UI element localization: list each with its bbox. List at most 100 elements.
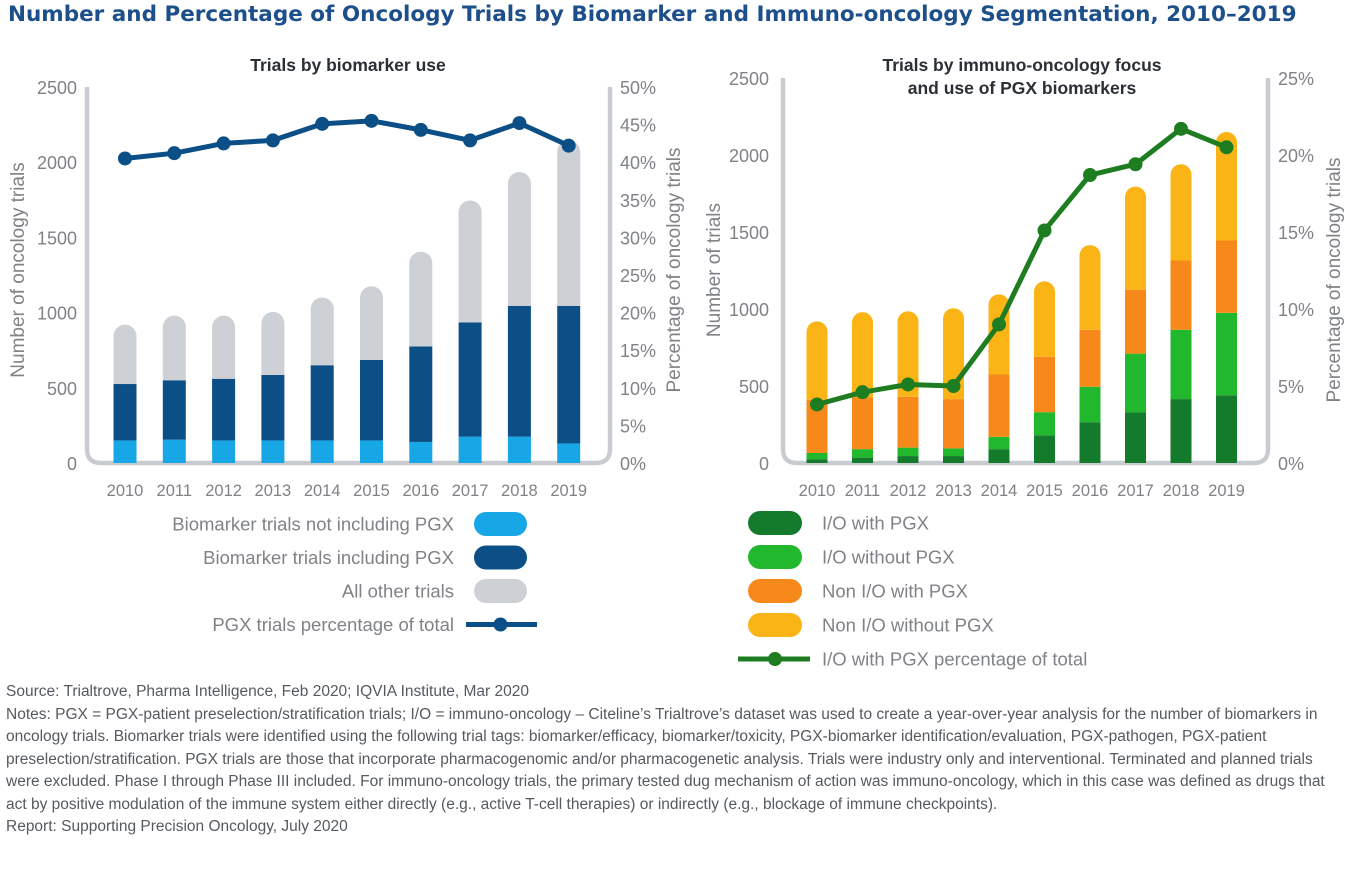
bar-segment <box>943 399 964 449</box>
bar-segment <box>409 441 433 463</box>
y2-tick-label: 20% <box>620 304 656 324</box>
legend-label: I/O without PGX <box>822 547 955 568</box>
x-tick-label: 2015 <box>353 482 390 500</box>
line-point <box>855 385 870 400</box>
bar-segment <box>162 380 186 440</box>
bar-segment <box>113 324 137 385</box>
legend-label: All other trials <box>342 581 454 602</box>
line-point <box>1174 121 1188 136</box>
x-tick-label: 2014 <box>981 482 1018 500</box>
axis-frame <box>780 78 1271 466</box>
bar-segment <box>310 297 334 366</box>
y-axis-label: Number of trials <box>704 203 725 337</box>
bar-segment <box>113 384 137 441</box>
legend-swatch <box>748 613 802 637</box>
y-tick-label: 1500 <box>729 223 769 243</box>
bar-segment <box>988 436 1010 450</box>
bar-segment <box>1034 356 1055 413</box>
legend-label: Biomarker trials including PGX <box>203 547 454 568</box>
line-point <box>265 133 280 148</box>
bar-segment <box>1034 281 1055 357</box>
report-note: Report: Supporting Precision Oncology, J… <box>6 818 348 835</box>
y2-tick-label: 25% <box>620 266 656 286</box>
y-tick-label: 0 <box>759 454 769 474</box>
source-note: Source: Trialtrove, Pharma Intelligence,… <box>6 683 529 700</box>
bar-segment <box>1034 412 1055 436</box>
bar-segment <box>360 286 383 360</box>
bar-segment <box>310 365 334 441</box>
y-tick-label: 2000 <box>37 153 77 173</box>
chart-title: and use of PGX biomarkers <box>908 78 1137 98</box>
bar-segment <box>507 171 531 306</box>
y-tick-label: 1000 <box>729 300 769 320</box>
x-tick-label: 2015 <box>1026 482 1063 500</box>
bar-segment <box>212 440 236 463</box>
bar-segment <box>1170 164 1192 261</box>
bar-segment <box>458 200 482 323</box>
bar-segment <box>1125 412 1146 463</box>
x-tick-label: 2017 <box>452 482 489 500</box>
bar-segment <box>360 440 383 463</box>
bar-segment <box>1125 289 1146 354</box>
y2-tick-label: 0% <box>1278 454 1304 474</box>
bar-segment <box>1170 399 1192 463</box>
line-point <box>1128 157 1143 172</box>
bar-segment <box>360 359 383 441</box>
bar-segment <box>409 251 433 347</box>
x-tick-label: 2017 <box>1117 482 1154 500</box>
y-tick-label: 2500 <box>37 78 77 98</box>
line-point <box>901 377 915 392</box>
bar-segment <box>162 315 186 381</box>
footer: Source: Trialtrove, Pharma Intelligence,… <box>6 681 1344 839</box>
bar-segment <box>943 456 964 463</box>
legend-swatch <box>748 511 802 535</box>
bar-segment <box>806 399 828 453</box>
notes: Notes: PGX = PGX-patient preselection/st… <box>6 705 1325 813</box>
x-tick-label: 2012 <box>205 482 242 500</box>
chart-title: Trials by immuno-oncology focus <box>882 55 1161 75</box>
x-tick-label: 2013 <box>935 482 972 500</box>
bar-segment <box>458 436 482 463</box>
line-point <box>364 113 379 128</box>
bar-segment <box>897 311 919 397</box>
bar-segment <box>261 375 285 441</box>
bar-segment <box>897 447 919 457</box>
chart-title: Trials by biomarker use <box>250 55 446 75</box>
line-point <box>1083 168 1097 183</box>
bar-segment <box>261 440 285 463</box>
line-point <box>1219 140 1234 155</box>
line-point <box>216 136 231 151</box>
bar-segment <box>1216 240 1237 313</box>
line-point <box>561 138 576 153</box>
bar-segment <box>557 140 581 306</box>
bar-segment <box>1079 329 1101 387</box>
bar-segment <box>162 439 186 463</box>
legend-line-marker <box>768 652 782 666</box>
legend-swatch <box>748 545 802 569</box>
y2-tick-label: 10% <box>620 379 656 399</box>
legend-swatch <box>474 545 527 570</box>
bar-segment <box>897 396 919 448</box>
x-tick-label: 2016 <box>402 482 439 500</box>
y-tick-label: 2000 <box>729 146 769 166</box>
bar-segment <box>1079 386 1101 423</box>
x-tick-label: 2010 <box>799 482 836 500</box>
bar-segment <box>1216 395 1237 463</box>
bar-segment <box>988 449 1010 463</box>
bar-segment <box>1125 353 1146 413</box>
bar-segment <box>852 312 873 398</box>
y2-axis-label: Percentage of oncology trials <box>664 147 685 392</box>
y-tick-label: 1000 <box>37 304 77 324</box>
legend-label: Non I/O without PGX <box>822 615 994 636</box>
bar-segment <box>557 443 581 463</box>
x-tick-label: 2019 <box>1208 482 1245 500</box>
bar-segment <box>988 374 1010 437</box>
bar-segment <box>1216 131 1237 241</box>
bar-segment <box>897 456 919 463</box>
legend-line-marker <box>493 617 508 632</box>
axis-frame <box>84 87 613 466</box>
y-tick-label: 500 <box>47 379 77 399</box>
x-tick-label: 2014 <box>304 482 341 500</box>
bar-segment <box>113 440 137 463</box>
bar-segment <box>1079 422 1101 463</box>
